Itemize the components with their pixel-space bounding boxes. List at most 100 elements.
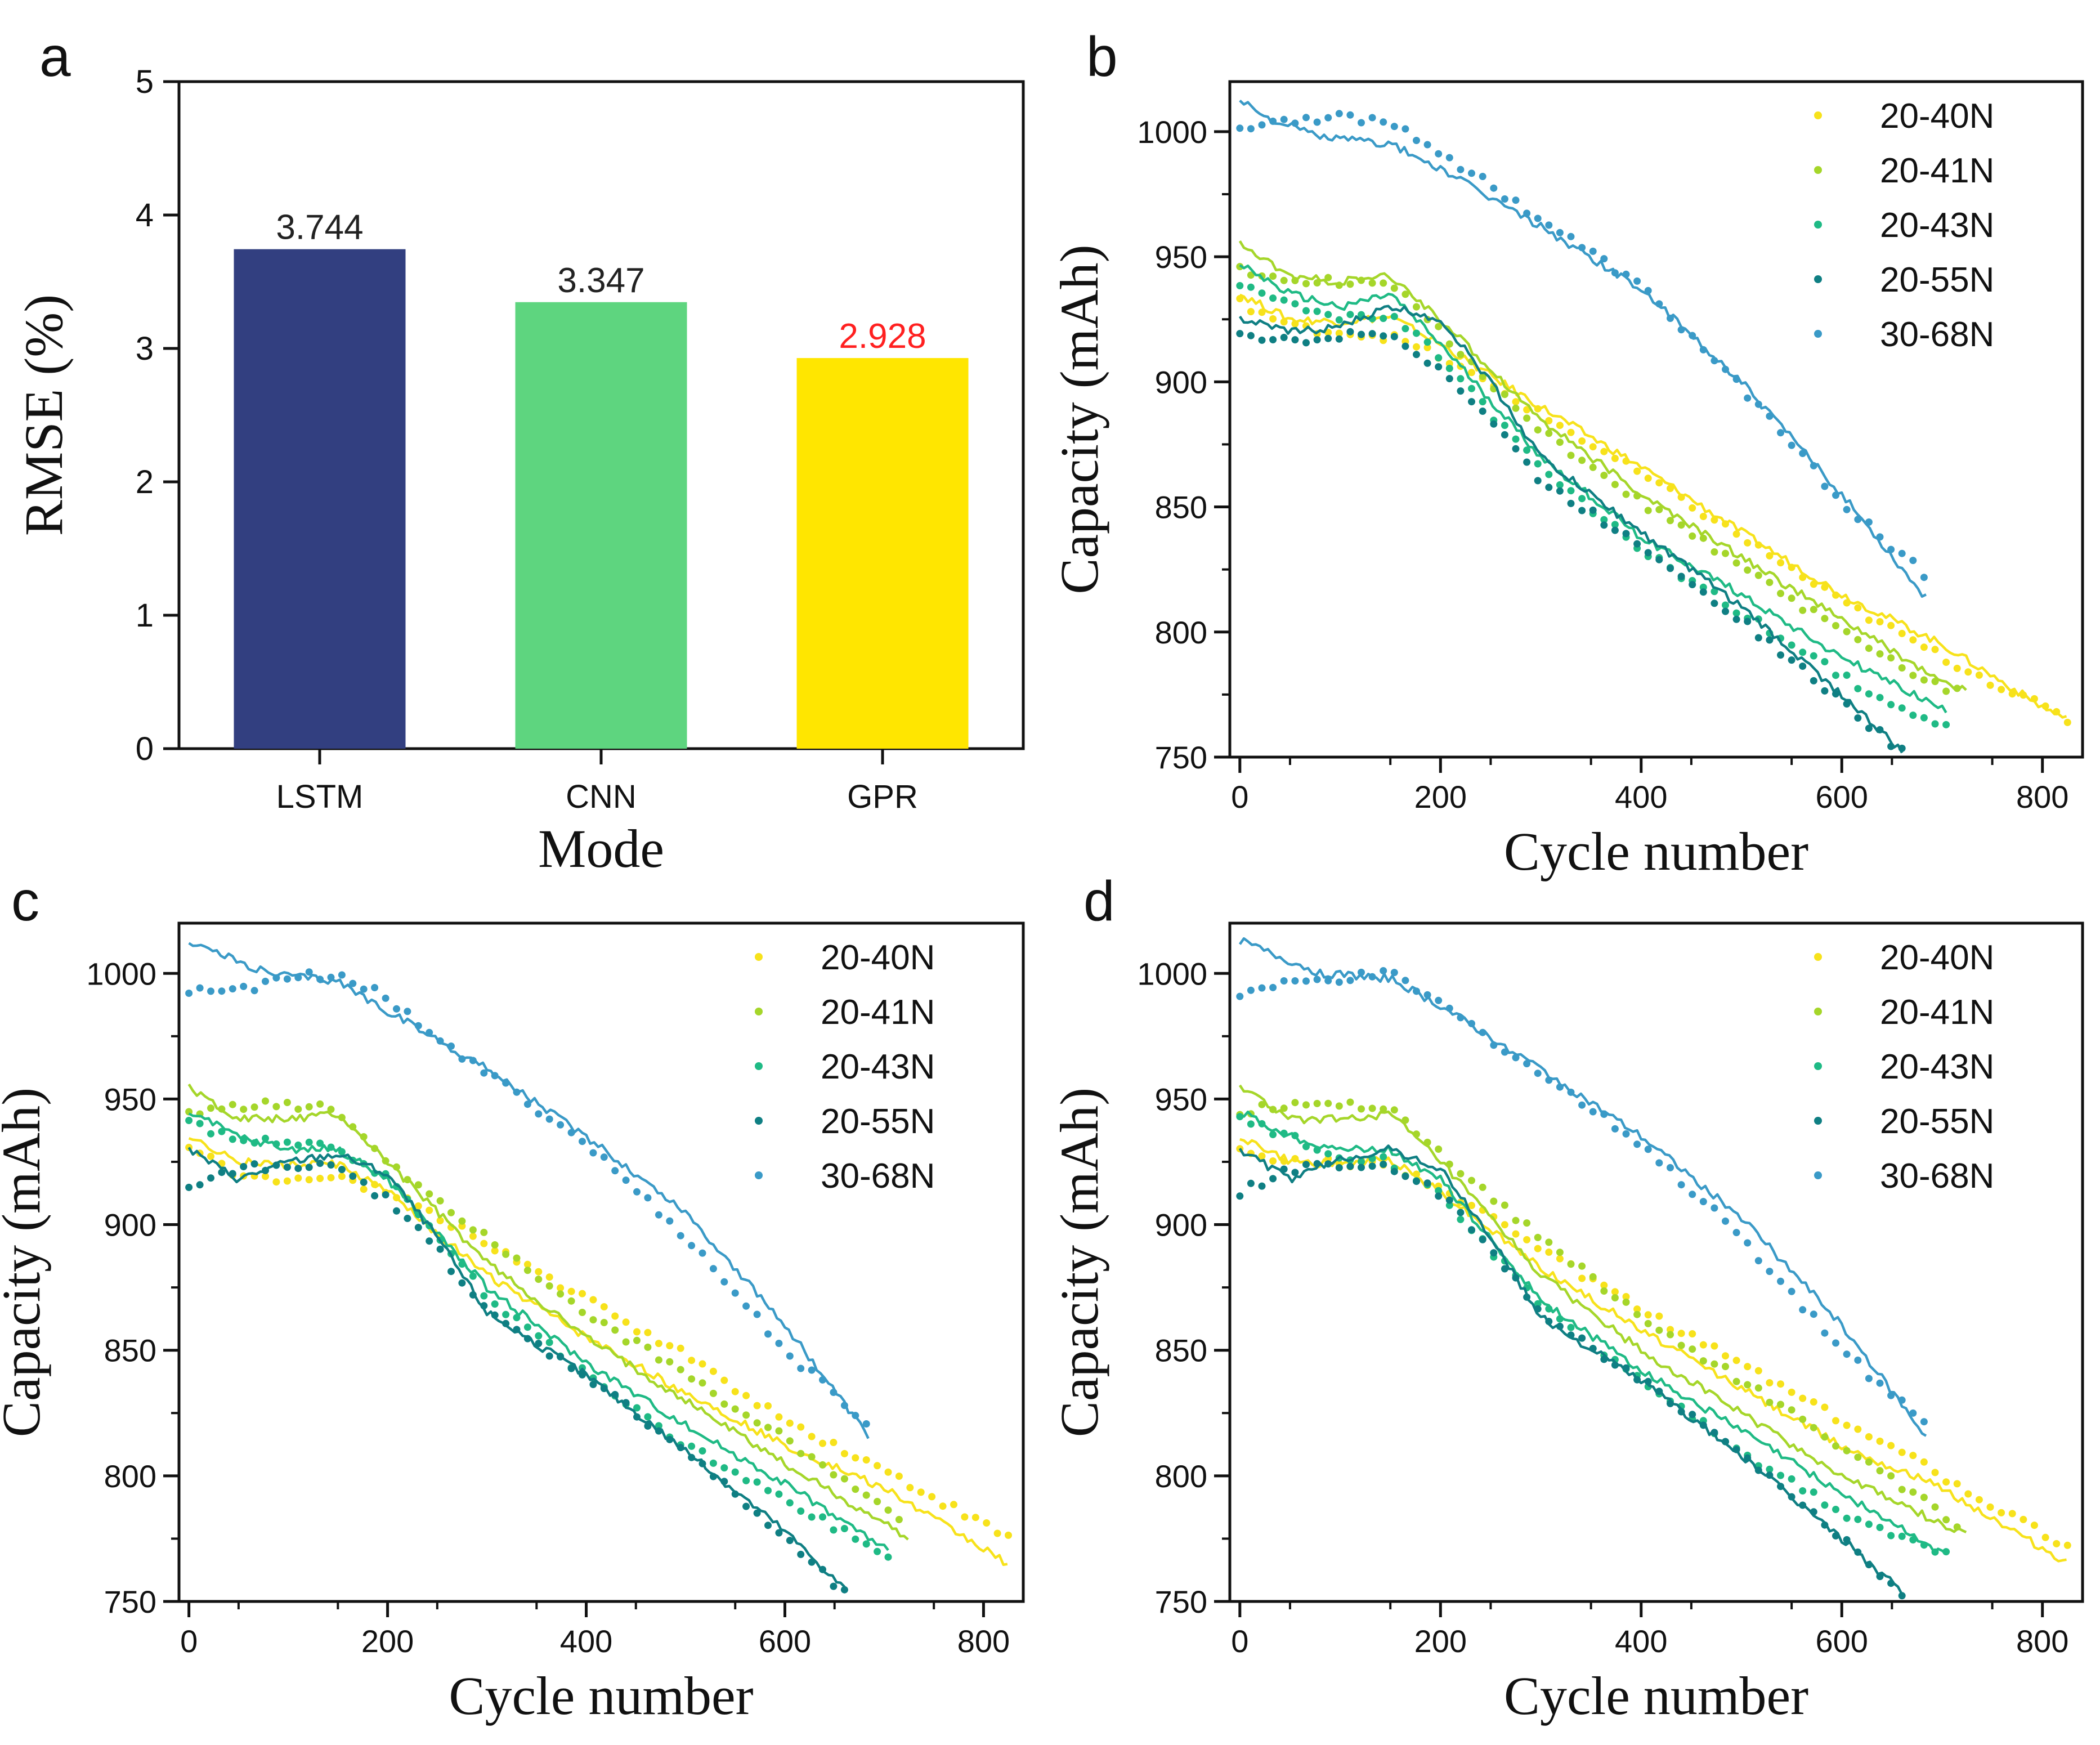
data-point	[1390, 312, 1398, 320]
data-point	[1413, 1130, 1420, 1138]
data-point	[1556, 229, 1564, 236]
data-point	[1368, 973, 1376, 981]
data-point	[360, 1178, 368, 1186]
data-point	[1545, 1305, 1553, 1313]
x-tick-label: GPR	[847, 778, 918, 815]
data-point	[917, 1488, 925, 1496]
series-points-30-68n	[1236, 967, 1928, 1426]
data-point	[1280, 115, 1288, 123]
data-point	[797, 1449, 805, 1457]
data-point	[1346, 311, 1354, 319]
data-point	[884, 1553, 892, 1561]
data-point	[382, 994, 389, 1002]
data-point	[677, 1344, 684, 1352]
data-point	[1754, 1367, 1762, 1375]
x-axis-label: Cycle number	[1504, 1666, 1808, 1726]
data-point	[1876, 1379, 1884, 1387]
data-point	[1667, 1331, 1674, 1339]
data-point	[1479, 373, 1486, 381]
data-point	[218, 1169, 226, 1176]
data-point	[426, 1206, 433, 1214]
data-point	[1490, 420, 1498, 428]
data-point	[644, 1194, 652, 1202]
data-point	[698, 1379, 706, 1387]
data-point	[939, 1502, 947, 1510]
data-point	[262, 977, 269, 985]
data-point	[1732, 609, 1740, 617]
data-point	[1711, 1342, 1718, 1350]
data-point	[382, 1191, 389, 1198]
data-point	[1799, 450, 1807, 457]
data-point	[305, 1176, 313, 1184]
data-point	[1810, 462, 1817, 469]
data-point	[1644, 507, 1652, 514]
data-point	[1622, 530, 1630, 538]
data-point	[1644, 1319, 1652, 1327]
legend-marker-20-43n	[755, 1062, 763, 1070]
data-point	[1380, 118, 1387, 126]
data-point	[1368, 330, 1376, 338]
data-point	[731, 1388, 739, 1395]
data-point	[294, 1174, 302, 1182]
data-point	[720, 1464, 728, 1472]
data-point	[1578, 507, 1586, 514]
data-point	[852, 1454, 859, 1462]
data-point	[589, 1316, 597, 1324]
y-tick-label: 950	[1155, 239, 1207, 275]
data-point	[775, 1413, 783, 1421]
data-point	[1986, 1503, 1994, 1511]
data-point	[1280, 1165, 1288, 1173]
series-line-20-40n	[188, 1137, 1008, 1567]
data-point	[611, 1312, 619, 1320]
data-point	[1600, 472, 1608, 479]
data-point	[1368, 279, 1376, 287]
data-point	[1898, 1592, 1906, 1600]
data-point	[2020, 1515, 2027, 1523]
data-point	[1236, 282, 1244, 289]
data-point	[1269, 1106, 1277, 1113]
data-point	[840, 1402, 848, 1410]
data-point	[294, 974, 302, 982]
legend: 20-40N 20-41N 20-43N 20-55N 30-68N	[1814, 97, 1994, 354]
data-point	[1302, 1143, 1310, 1151]
data-point	[1854, 636, 1862, 643]
data-point	[1887, 545, 1895, 553]
data-point	[1611, 1361, 1619, 1369]
data-point	[1390, 123, 1398, 131]
data-point	[720, 1400, 728, 1408]
data-point	[1302, 114, 1310, 122]
data-point	[786, 1352, 794, 1360]
data-point	[382, 1157, 389, 1165]
data-point	[786, 1499, 794, 1507]
data-point	[557, 1290, 565, 1298]
data-point	[1655, 556, 1663, 563]
data-point	[884, 1506, 892, 1514]
data-point	[1402, 977, 1409, 985]
data-point	[327, 1174, 335, 1182]
data-point	[1457, 1215, 1465, 1223]
x-axis-label: Cycle number	[1504, 821, 1808, 882]
data-point	[1523, 1293, 1531, 1301]
data-point	[1534, 426, 1542, 434]
data-point	[1754, 1257, 1762, 1265]
data-point	[1832, 491, 1839, 499]
data-point	[1876, 726, 1884, 733]
data-point	[1887, 701, 1895, 709]
series-points-20-43n	[185, 1117, 892, 1561]
data-point	[1490, 1041, 1498, 1049]
data-point	[1766, 1268, 1774, 1276]
data-point	[196, 984, 204, 992]
data-point	[1258, 1182, 1266, 1190]
legend-label: 20-55N	[821, 1102, 935, 1141]
data-point	[1766, 552, 1774, 560]
data-point	[1887, 1580, 1895, 1587]
data-point	[404, 1215, 411, 1222]
data-point	[797, 1423, 805, 1431]
data-point	[862, 1420, 870, 1428]
data-point	[1667, 315, 1674, 322]
data-point	[2030, 695, 2038, 703]
data-point	[786, 1437, 794, 1445]
data-point	[1854, 684, 1862, 692]
data-point	[491, 1241, 499, 1249]
data-point	[1457, 1170, 1465, 1178]
